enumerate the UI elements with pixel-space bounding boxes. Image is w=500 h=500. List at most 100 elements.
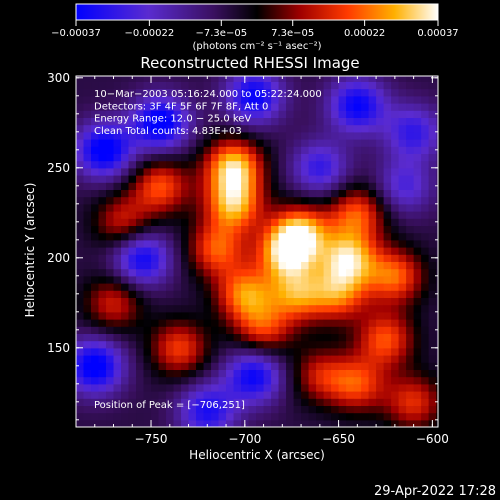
heatmap-cell bbox=[233, 261, 242, 270]
heatmap-cell bbox=[106, 196, 115, 205]
heatmap-cell bbox=[83, 412, 92, 421]
heatmap-cell bbox=[128, 218, 137, 226]
heatmap-cell bbox=[128, 124, 137, 133]
heatmap-cell bbox=[353, 218, 362, 226]
heatmap-cell bbox=[323, 283, 332, 291]
heatmap-cell bbox=[248, 412, 257, 421]
heatmap-cell bbox=[361, 391, 370, 399]
heatmap-cell bbox=[181, 340, 190, 349]
heatmap-cell bbox=[128, 167, 137, 176]
heatmap-cell bbox=[173, 419, 182, 427]
heatmap-cell bbox=[166, 131, 175, 140]
heatmap-cell bbox=[398, 369, 407, 378]
heatmap-cell bbox=[263, 196, 272, 205]
heatmap-cell bbox=[293, 175, 302, 183]
heatmap-cell bbox=[383, 153, 392, 162]
heatmap-cell bbox=[151, 261, 160, 270]
heatmap-cell bbox=[436, 247, 438, 255]
heatmap-cell bbox=[406, 319, 415, 327]
heatmap-cell bbox=[196, 160, 205, 169]
heatmap-cell bbox=[233, 76, 242, 82]
heatmap-cell bbox=[136, 362, 145, 370]
heatmap-cell bbox=[218, 383, 227, 392]
heatmap-cell bbox=[226, 203, 235, 212]
heatmap-cell bbox=[166, 412, 175, 421]
heatmap-cell bbox=[166, 139, 175, 147]
heatmap-cell bbox=[376, 283, 385, 291]
heatmap-cell bbox=[76, 225, 85, 234]
heatmap-cell bbox=[391, 340, 400, 349]
heatmap-cell bbox=[413, 103, 422, 111]
heatmap-cell bbox=[226, 311, 235, 320]
heatmap-cell bbox=[166, 355, 175, 363]
heatmap-cell bbox=[316, 131, 325, 140]
heatmap-cell bbox=[323, 203, 332, 212]
heatmap-cell bbox=[181, 319, 190, 327]
heatmap-cell bbox=[173, 333, 182, 342]
heatmap-cell bbox=[83, 319, 92, 327]
heatmap-cell bbox=[128, 110, 137, 118]
heatmap-cell bbox=[413, 326, 422, 334]
heatmap-cell bbox=[203, 160, 212, 169]
heatmap-cell bbox=[158, 391, 167, 399]
heatmap-cell bbox=[361, 196, 370, 205]
heatmap-cell bbox=[158, 103, 167, 111]
heatmap-cell bbox=[211, 131, 220, 140]
heatmap-cell bbox=[383, 383, 392, 392]
heatmap-cell bbox=[233, 362, 242, 370]
heatmap-cell bbox=[196, 319, 205, 327]
heatmap-cell bbox=[83, 311, 92, 320]
heatmap-cell bbox=[308, 218, 317, 226]
heatmap-cell bbox=[76, 383, 85, 392]
heatmap-cell bbox=[173, 355, 182, 363]
heatmap-cell bbox=[166, 182, 175, 190]
heatmap-cell bbox=[106, 419, 115, 427]
heatmap-cell bbox=[323, 160, 332, 169]
heatmap-cell bbox=[361, 304, 370, 313]
heatmap-cell bbox=[323, 419, 332, 427]
heatmap-cell bbox=[436, 167, 438, 176]
heatmap-cell bbox=[106, 218, 115, 226]
heatmap-cell bbox=[278, 175, 287, 183]
heatmap-cell bbox=[211, 182, 220, 190]
heatmap-cell bbox=[151, 160, 160, 169]
heatmap-cell bbox=[421, 139, 430, 147]
heatmap-cell bbox=[286, 362, 295, 370]
heatmap-cell bbox=[151, 369, 160, 378]
heatmap-cell bbox=[83, 362, 92, 370]
heatmap-cell bbox=[121, 304, 130, 313]
heatmap-cell bbox=[136, 167, 145, 176]
heatmap-cell bbox=[301, 76, 310, 82]
heatmap-cell bbox=[181, 232, 190, 241]
heatmap-cell bbox=[203, 297, 212, 306]
heatmap-cell bbox=[143, 247, 152, 255]
heatmap-cell bbox=[286, 95, 295, 104]
heatmap-cell bbox=[308, 239, 317, 248]
heatmap-cell bbox=[211, 247, 220, 255]
heatmap-cell bbox=[91, 398, 100, 406]
heatmap-cell bbox=[271, 182, 280, 190]
heatmap-cell bbox=[128, 153, 137, 162]
heatmap-cell bbox=[286, 131, 295, 140]
heatmap-cell bbox=[241, 175, 250, 183]
heatmap-cell bbox=[166, 297, 175, 306]
heatmap-cell bbox=[136, 218, 145, 226]
heatmap-cell bbox=[158, 405, 167, 414]
heatmap-cell bbox=[353, 117, 362, 126]
heatmap-cell bbox=[293, 412, 302, 421]
heatmap-cell bbox=[331, 203, 340, 212]
heatmap-cell bbox=[383, 225, 392, 234]
heatmap-cell bbox=[166, 283, 175, 291]
heatmap-cell bbox=[203, 419, 212, 427]
heatmap-cell bbox=[76, 139, 85, 147]
heatmap-cell bbox=[256, 261, 265, 270]
heatmap-cell bbox=[421, 189, 430, 198]
heatmap-cell bbox=[106, 304, 115, 313]
heatmap-cell bbox=[301, 117, 310, 126]
heatmap-cell bbox=[113, 391, 122, 399]
heatmap-cell bbox=[383, 196, 392, 205]
heatmap-cell bbox=[323, 110, 332, 118]
heatmap-cell bbox=[368, 290, 377, 298]
heatmap-cell bbox=[383, 131, 392, 140]
